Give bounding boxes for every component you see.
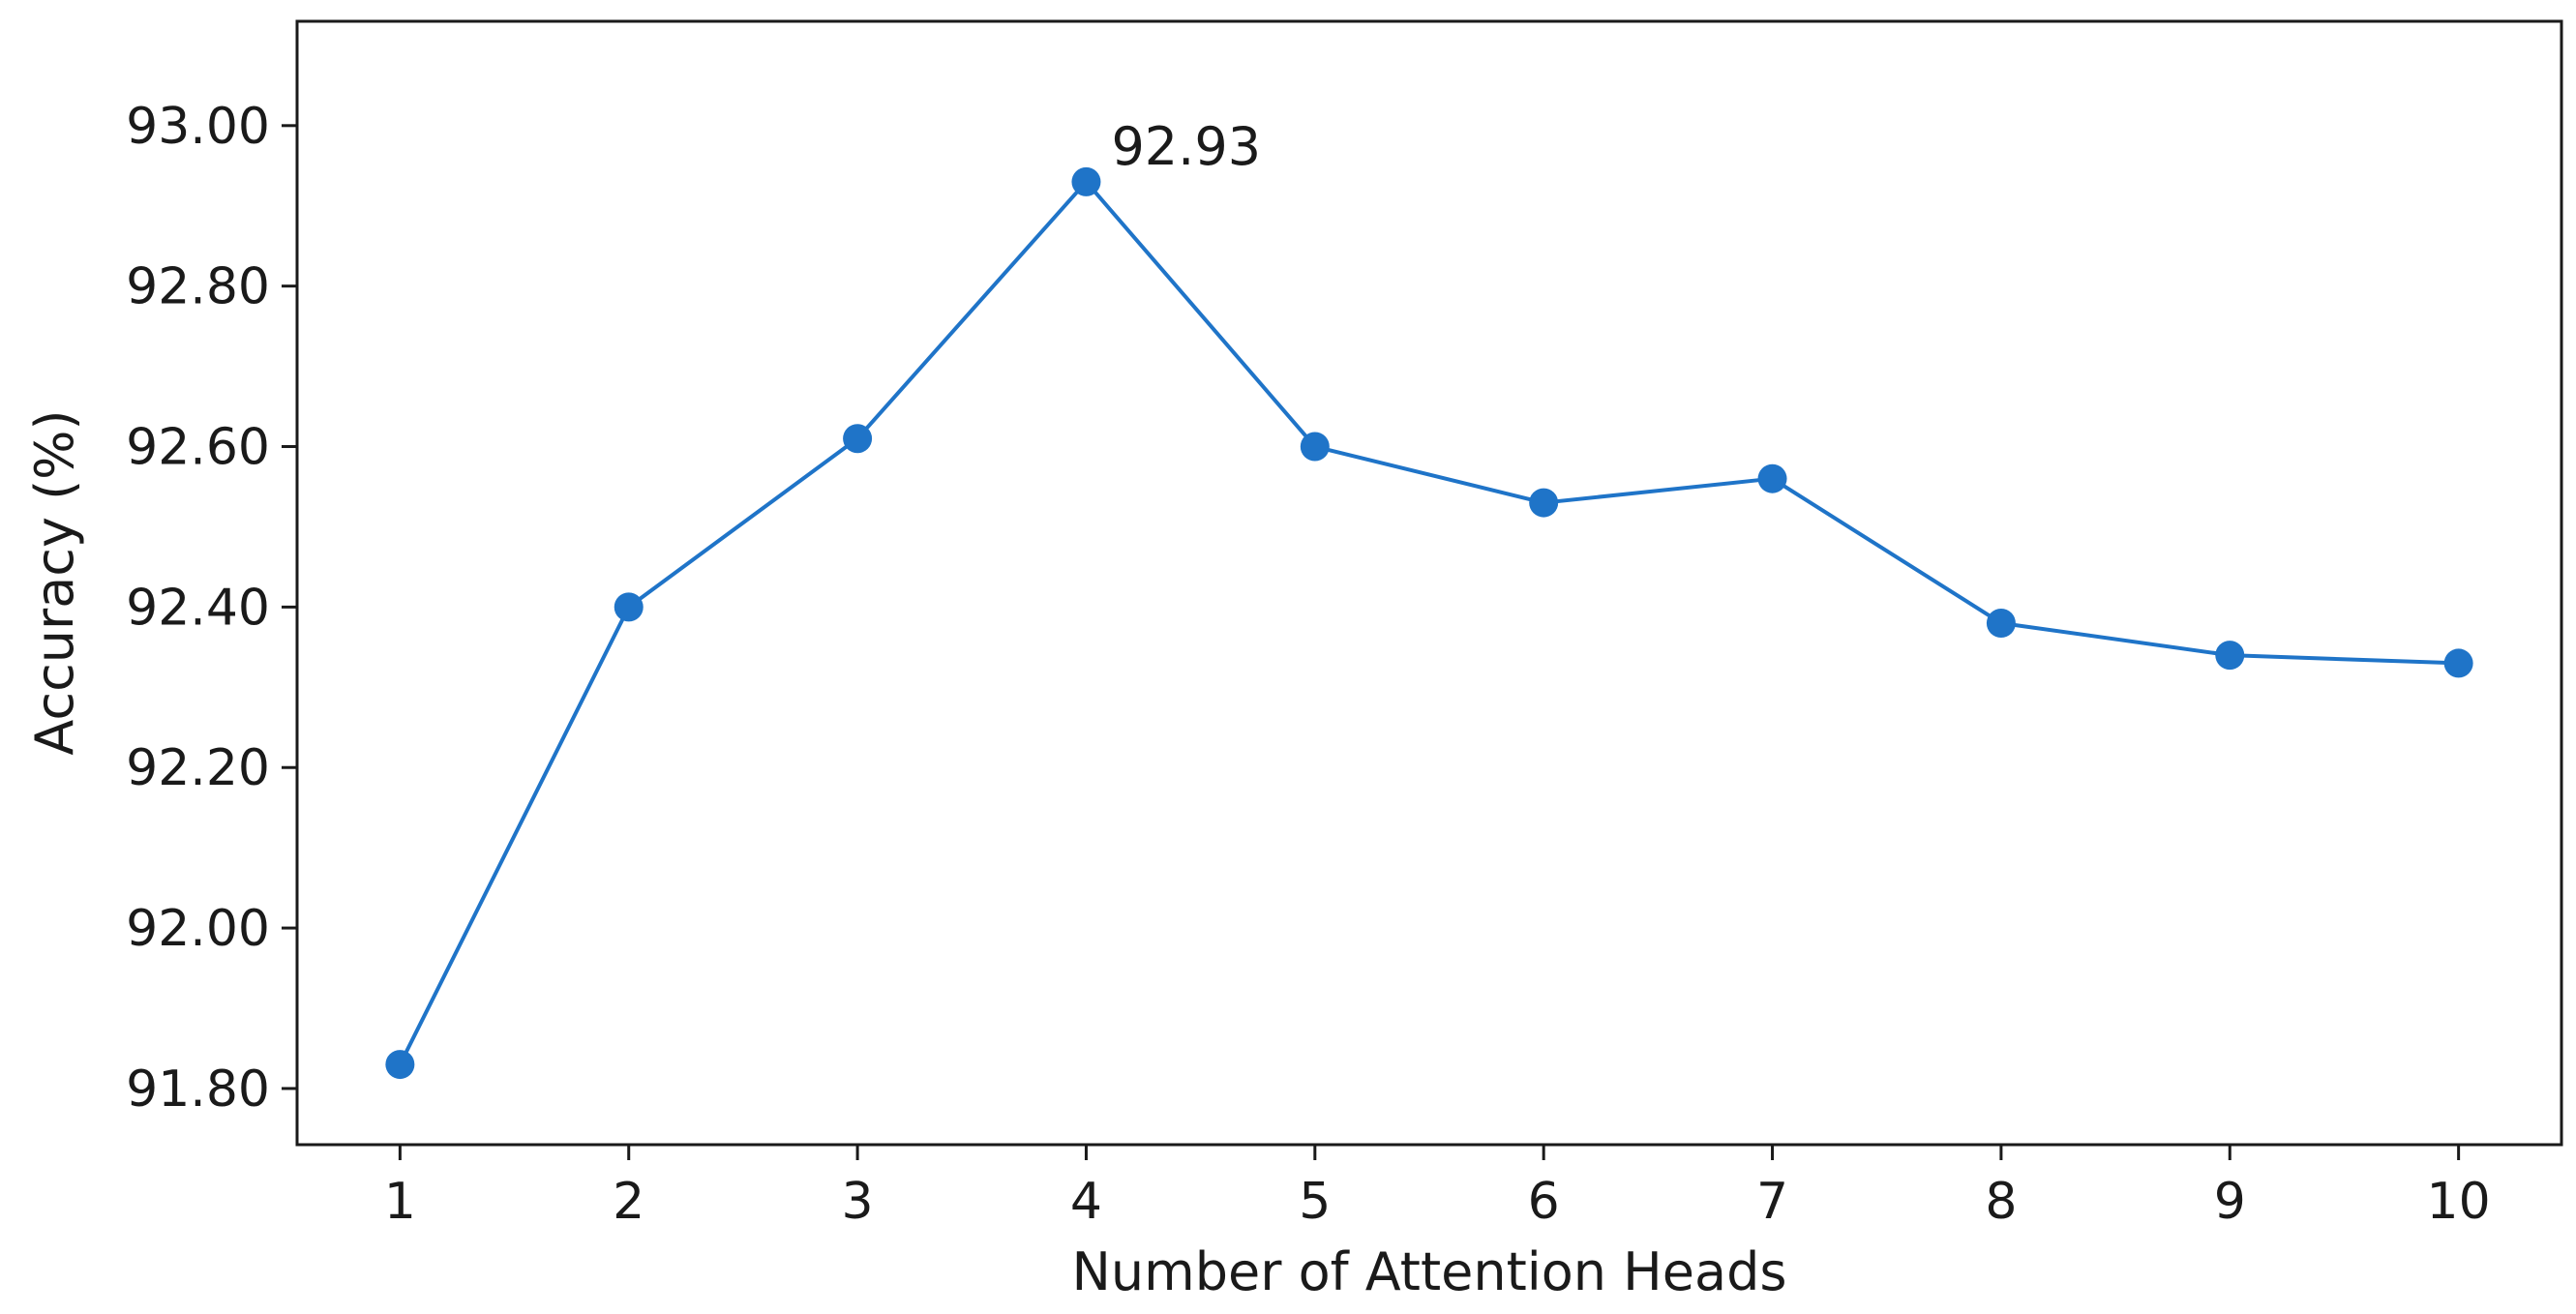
x-axis-label: Number of Attention Heads: [1071, 1241, 1786, 1302]
data-point: [1529, 488, 1559, 518]
data-point: [385, 1050, 415, 1080]
x-tick-label: 10: [2427, 1173, 2491, 1231]
y-axis-ticks: 91.80 92.00 92.20 92.40 92.60 92.80 93.00: [126, 98, 297, 1119]
y-tick-label: 92.20: [126, 739, 270, 797]
x-tick-label: 9: [2214, 1173, 2246, 1231]
x-tick-label: 2: [613, 1173, 644, 1231]
data-point: [1986, 608, 2016, 638]
x-tick-label: 8: [1985, 1173, 2017, 1231]
data-point: [614, 592, 644, 622]
series-line: [398, 179, 2459, 1065]
data-point: [1071, 166, 1101, 196]
plot-frame: [295, 19, 2563, 1147]
series-group: [385, 166, 2473, 1080]
y-tick-label: 92.40: [126, 579, 270, 637]
x-tick-label: 5: [1299, 1173, 1331, 1231]
data-point: [1300, 432, 1330, 462]
x-tick-label: 3: [842, 1173, 874, 1231]
data-point: [1757, 463, 1787, 493]
data-point: [2443, 648, 2473, 678]
x-tick-label: 6: [1528, 1173, 1560, 1231]
y-tick-label: 92.80: [126, 258, 270, 316]
data-point: [2215, 641, 2245, 671]
x-axis-ticks: 1 2 3 4 5 6 7 8 9 10: [384, 1145, 2491, 1231]
x-tick-label: 7: [1756, 1173, 1788, 1231]
y-tick-label: 93.00: [126, 98, 270, 156]
x-tick-label: 1: [384, 1173, 416, 1231]
y-tick-label: 92.00: [126, 900, 270, 958]
peak-annotation: 92.93: [1111, 116, 1261, 177]
y-tick-label: 92.60: [126, 419, 270, 477]
x-tick-label: 4: [1070, 1173, 1102, 1231]
data-point: [843, 424, 873, 454]
y-axis-label: Accuracy (%): [24, 409, 85, 755]
annotations: 92.93: [1111, 116, 1261, 177]
y-tick-label: 91.80: [126, 1060, 270, 1119]
